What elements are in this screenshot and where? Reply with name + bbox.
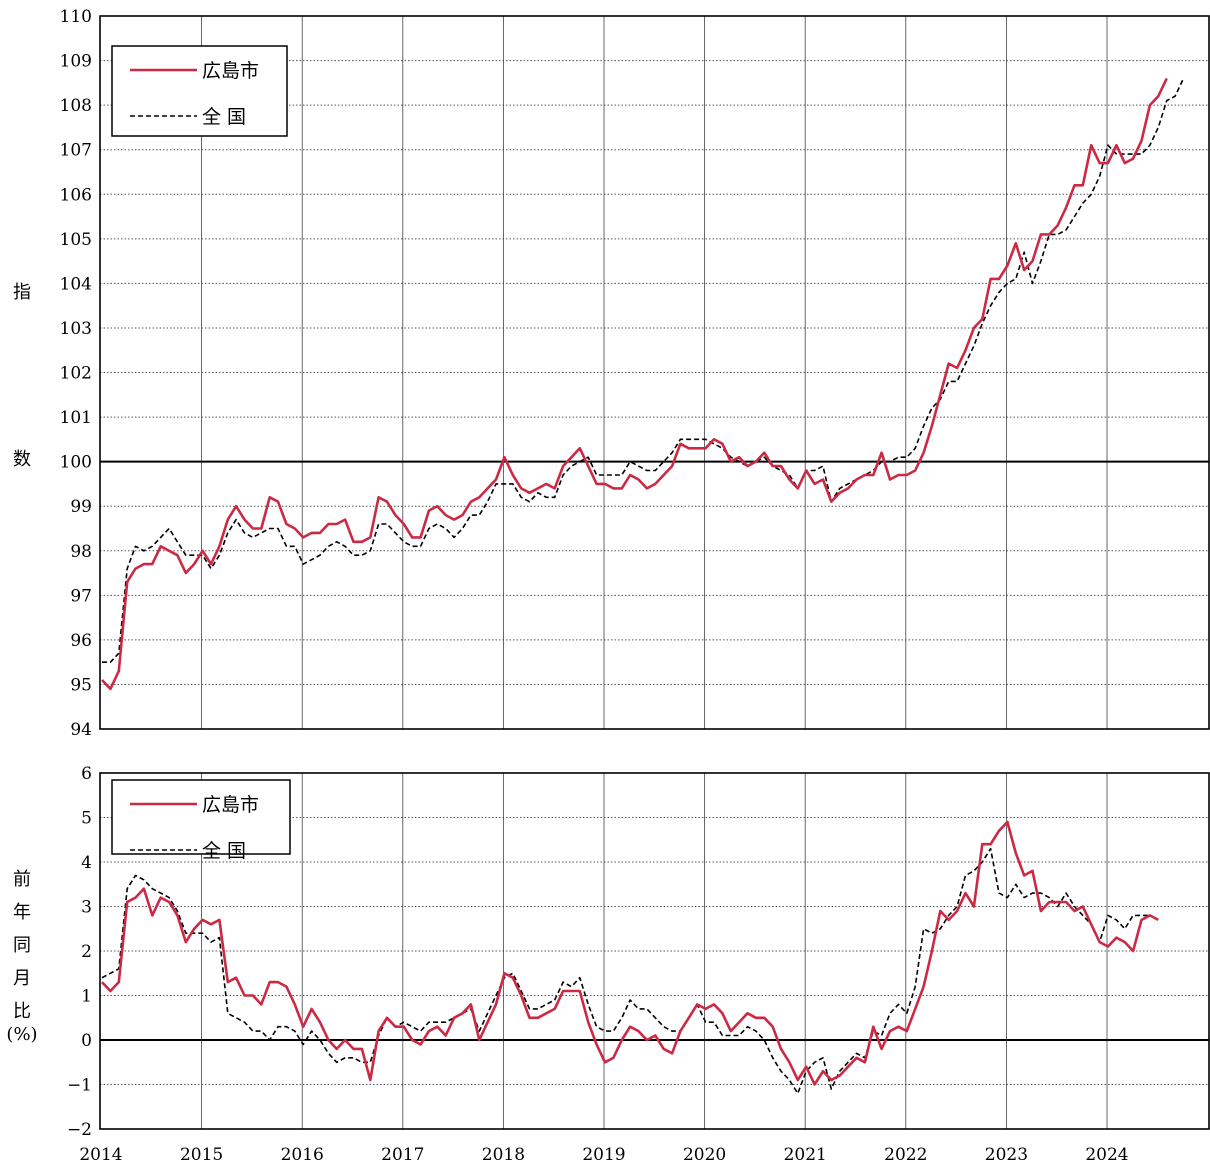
yoy-legend-label: 全 国 — [202, 840, 246, 862]
yoy-legend-box — [111, 779, 291, 855]
x-tick-label: 2014 — [79, 1145, 122, 1165]
index-y-tick-label: 97 — [70, 586, 92, 606]
index-legend-box — [111, 45, 288, 137]
yoy-ylabel: (%) — [6, 1024, 37, 1045]
yoy-y-tick-label: 1 — [81, 987, 92, 1007]
index-y-tick-label: 107 — [60, 141, 92, 161]
yoy-series-hiroshima — [101, 820, 1159, 1086]
index-y-tick-label: 108 — [60, 96, 92, 116]
index-y-tick-label: 94 — [70, 720, 92, 740]
yoy-y-tick-label: 3 — [81, 898, 92, 918]
index-y-tick-label: 100 — [60, 453, 92, 473]
x-tick-label: 2024 — [1085, 1145, 1128, 1165]
x-tick-label: 2020 — [683, 1145, 726, 1165]
index-y-tick-label: 99 — [70, 497, 92, 517]
index-y-tick-label: 103 — [60, 319, 92, 339]
index-chart: 94 95 96 97 98 99 100 101 102 103 104 105 106 107 108 1… — [13, 7, 1210, 740]
yoy-plot-frame — [99, 772, 1210, 1130]
x-tick-label: 2021 — [784, 1145, 827, 1165]
index-series-national — [102, 78, 1185, 664]
yoy-ylabel: 月 — [13, 968, 31, 989]
yoy-y-tick-label: −2 — [67, 1120, 92, 1140]
index-y-tick-label: 104 — [60, 274, 92, 294]
index-ylabel: 指 — [13, 282, 31, 303]
yoy-y-tick-label: 6 — [81, 764, 92, 784]
index-y-tick-label: 106 — [60, 185, 92, 205]
index-legend-label: 広島市 — [202, 60, 259, 82]
index-y-tick-label: 96 — [70, 631, 92, 651]
x-tick-label: 2016 — [281, 1145, 324, 1165]
index-y-tick-label: 95 — [70, 675, 92, 695]
index-y-tick-label: 110 — [60, 7, 92, 27]
index-y-tick-label: 102 — [60, 364, 92, 384]
x-tick-label: 2019 — [582, 1145, 625, 1165]
index-plot-frame — [99, 15, 1210, 730]
yoy-ylabel: 比 — [13, 1001, 31, 1022]
index-legend-label: 全 国 — [202, 106, 246, 128]
yoy-y-tick-label: 0 — [81, 1031, 92, 1051]
x-tick-label: 2023 — [985, 1145, 1028, 1165]
index-ylabel: 数 — [13, 449, 31, 470]
yoy-legend-label: 広島市 — [202, 794, 259, 816]
x-tick-label: 2017 — [381, 1145, 424, 1165]
x-tick-label: 2018 — [482, 1145, 525, 1165]
yoy-y-tick-label: 4 — [81, 853, 92, 873]
yoy-ylabel: 年 — [13, 902, 31, 923]
index-y-tick-label: 109 — [60, 52, 92, 72]
yoy-y-tick-label: 5 — [81, 809, 92, 829]
index-y-tick-label: 101 — [60, 408, 92, 428]
x-tick-label: 2022 — [884, 1145, 927, 1165]
yoy-ylabel: 前 — [13, 869, 31, 890]
yoy-ylabel: 同 — [13, 935, 31, 956]
yoy-series-national — [101, 847, 1150, 1095]
yoy-y-tick-label: 2 — [81, 942, 92, 962]
yoy-y-tick-label: −1 — [67, 1076, 92, 1096]
index-y-tick-label: 98 — [70, 542, 92, 562]
index-y-tick-label: 105 — [60, 230, 92, 250]
x-tick-label: 2015 — [180, 1145, 223, 1165]
index-series-hiroshima — [101, 77, 1168, 691]
